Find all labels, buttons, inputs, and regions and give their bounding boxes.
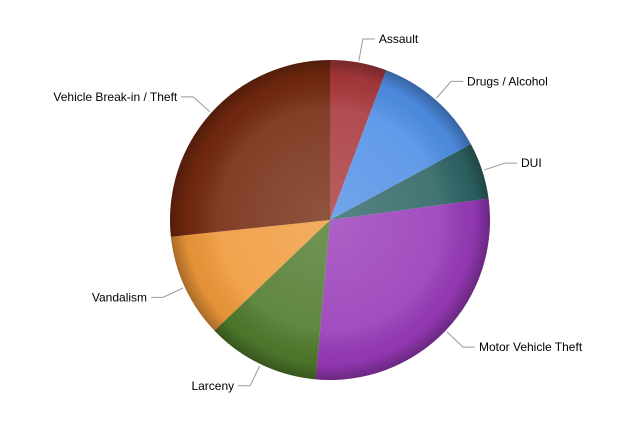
slice-label-drugs-alcohol: Drugs / Alcohol <box>467 74 548 88</box>
slice-label-larceny: Larceny <box>191 379 234 393</box>
leader-line-assault <box>358 38 375 61</box>
slice-labels: Assault Drugs / Alcohol DUI Motor Vehicle T… <box>53 32 582 393</box>
leader-line-vehicle-break-in-theft <box>181 96 210 112</box>
leader-line-dui <box>483 162 517 171</box>
leader-lines <box>151 38 517 387</box>
slice-label-vehicle-break-in-theft: Vehicle Break-in / Theft <box>53 90 178 104</box>
pie-slices <box>170 60 490 381</box>
slice-label-assault: Assault <box>379 32 419 46</box>
leader-line-larceny <box>238 365 261 387</box>
leader-line-drugs-alcohol <box>436 80 464 99</box>
pie-slice-motor-vehicle-theft[interactable] <box>315 198 490 381</box>
slice-label-motor-vehicle-theft: Motor Vehicle Theft <box>479 340 583 354</box>
leader-line-vandalism <box>151 287 184 298</box>
leader-line-motor-vehicle-theft <box>446 331 475 348</box>
slice-label-dui: DUI <box>521 156 542 170</box>
pie-slice-vehicle-break-in-theft[interactable] <box>170 60 330 237</box>
slice-label-vandalism: Vandalism <box>92 290 147 304</box>
